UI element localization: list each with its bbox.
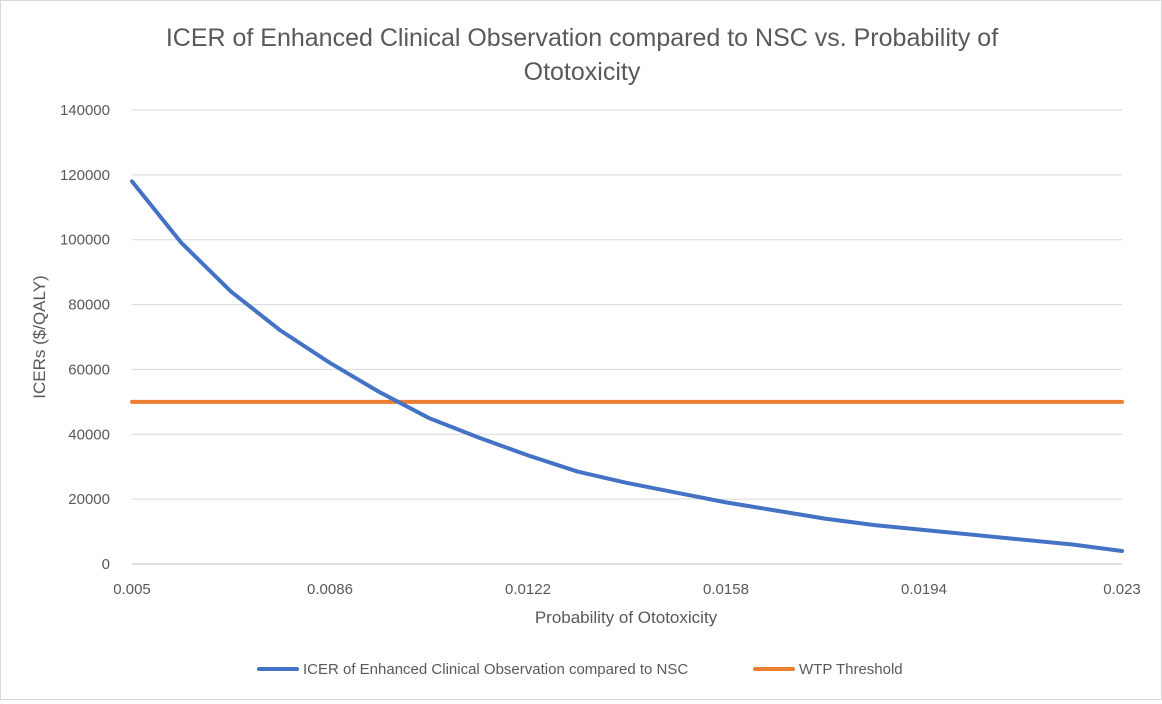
y-tick-label: 20000 bbox=[68, 491, 110, 508]
x-tick-label: 0.023 bbox=[1103, 581, 1141, 598]
y-tick-label: 100000 bbox=[60, 232, 110, 249]
x-axis-label: Probability of Ototoxicity bbox=[535, 608, 718, 627]
x-tick-label: 0.0122 bbox=[505, 581, 551, 598]
series-lines bbox=[130, 179, 1124, 554]
y-tick-label: 60000 bbox=[68, 361, 110, 378]
gridlines bbox=[132, 109, 1122, 565]
x-tick-labels: 0.005 0.0086 0.0122 0.0158 0.0194 0.023 bbox=[113, 581, 1141, 598]
series-line-icer bbox=[130, 179, 1124, 554]
chart-title-line-2: Ototoxicity bbox=[524, 58, 641, 86]
y-tick-label: 40000 bbox=[68, 426, 110, 443]
legend-item-wtp: WTP Threshold bbox=[753, 661, 903, 678]
x-tick-label: 0.005 bbox=[113, 581, 151, 598]
y-tick-label: 140000 bbox=[60, 102, 110, 119]
y-tick-labels: 0 20000 40000 60000 80000 100000 120000 140000 bbox=[60, 102, 110, 573]
y-axis-label: ICERs ($/QALY) bbox=[30, 275, 49, 398]
y-tick-label: 120000 bbox=[60, 167, 110, 184]
y-tick-label: 0 bbox=[102, 556, 110, 573]
x-tick-label: 0.0194 bbox=[901, 581, 947, 598]
x-tick-label: 0.0086 bbox=[307, 581, 353, 598]
x-tick-label: 0.0158 bbox=[703, 581, 749, 598]
chart-title-line-1: ICER of Enhanced Clinical Observation co… bbox=[166, 24, 998, 52]
legend-item-icer: ICER of Enhanced Clinical Observation co… bbox=[257, 661, 688, 678]
legend-label: WTP Threshold bbox=[799, 661, 903, 678]
legend: ICER of Enhanced Clinical Observation co… bbox=[257, 661, 903, 678]
legend-label: ICER of Enhanced Clinical Observation co… bbox=[303, 661, 688, 678]
y-tick-label: 80000 bbox=[68, 297, 110, 314]
